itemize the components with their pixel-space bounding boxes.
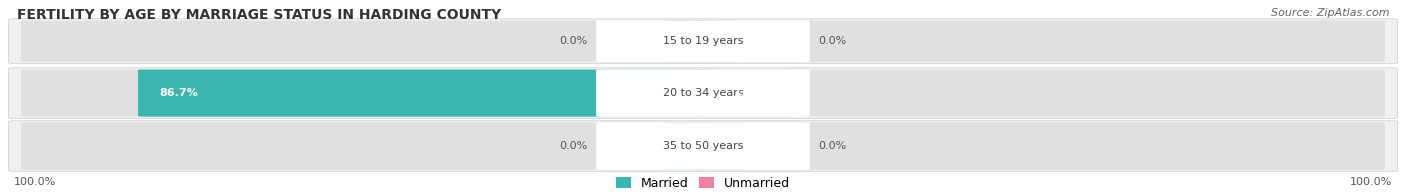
FancyBboxPatch shape	[8, 121, 1398, 171]
FancyBboxPatch shape	[8, 68, 1398, 118]
FancyBboxPatch shape	[21, 70, 1385, 117]
Text: 0.0%: 0.0%	[560, 141, 588, 151]
FancyBboxPatch shape	[596, 122, 810, 170]
Text: 0.0%: 0.0%	[560, 36, 588, 46]
FancyBboxPatch shape	[596, 20, 810, 62]
FancyBboxPatch shape	[699, 70, 793, 117]
FancyBboxPatch shape	[8, 19, 1398, 64]
Text: 13.3%: 13.3%	[734, 88, 772, 98]
Text: 100.0%: 100.0%	[1350, 177, 1392, 187]
Text: 86.7%: 86.7%	[159, 88, 198, 98]
FancyBboxPatch shape	[699, 21, 742, 62]
FancyBboxPatch shape	[664, 122, 707, 170]
Legend: Married, Unmarried: Married, Unmarried	[616, 177, 790, 190]
Text: 20 to 34 years: 20 to 34 years	[662, 88, 744, 98]
Text: 0.0%: 0.0%	[818, 36, 846, 46]
FancyBboxPatch shape	[21, 21, 1385, 62]
Text: 0.0%: 0.0%	[818, 141, 846, 151]
FancyBboxPatch shape	[699, 122, 742, 170]
Text: 15 to 19 years: 15 to 19 years	[662, 36, 744, 46]
Text: 100.0%: 100.0%	[14, 177, 56, 187]
FancyBboxPatch shape	[138, 70, 707, 117]
FancyBboxPatch shape	[596, 69, 810, 117]
Text: 35 to 50 years: 35 to 50 years	[662, 141, 744, 151]
Text: Source: ZipAtlas.com: Source: ZipAtlas.com	[1271, 8, 1389, 18]
FancyBboxPatch shape	[21, 122, 1385, 170]
FancyBboxPatch shape	[664, 21, 707, 62]
Text: FERTILITY BY AGE BY MARRIAGE STATUS IN HARDING COUNTY: FERTILITY BY AGE BY MARRIAGE STATUS IN H…	[17, 8, 501, 22]
